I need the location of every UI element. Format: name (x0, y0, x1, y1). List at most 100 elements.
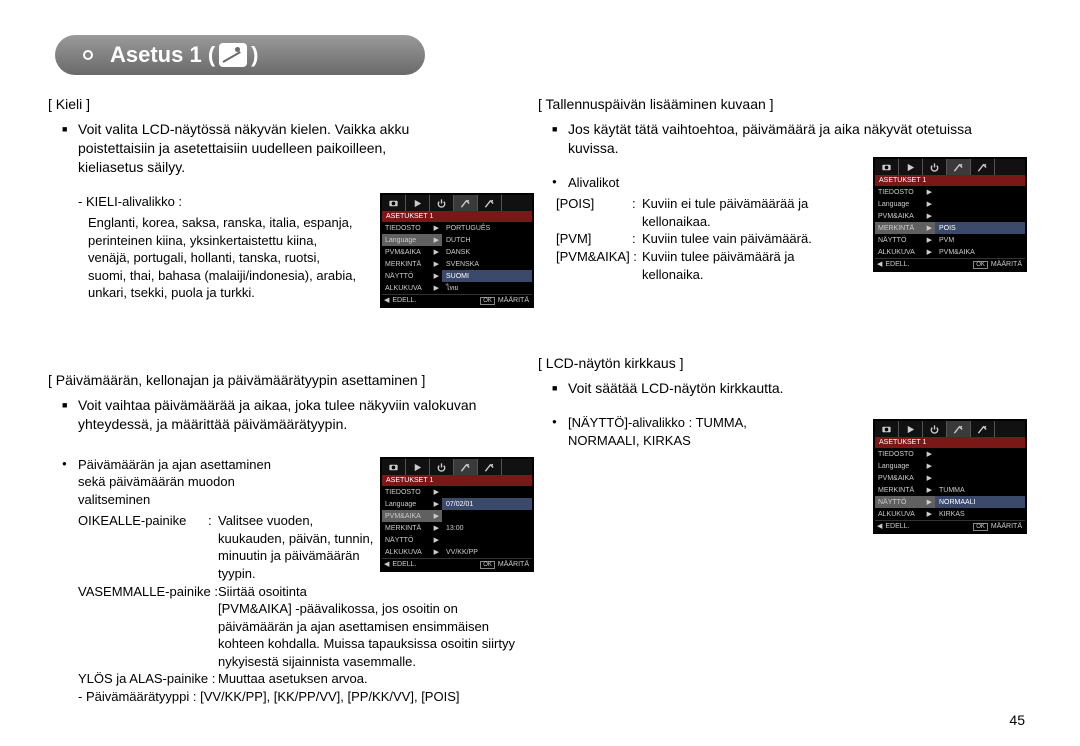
lcd-menu-header: ASETUKSET 1 (875, 437, 1025, 448)
imprint-title: [ Tallennuspäivän lisääminen kuvaan ] (538, 96, 1008, 112)
lcd-left-row: PVM&AIKA▶ (382, 246, 442, 258)
lcd-tab (478, 459, 502, 475)
page-title-prefix: Asetus 1 ( (110, 42, 215, 68)
brightness-title: [ LCD-näytön kirkkaus ] (538, 355, 1008, 371)
date-bullet: Voit vaihtaa päivämäärää ja aikaa, joka … (48, 396, 518, 434)
lcd-tab (454, 459, 478, 475)
lcd-tab (382, 459, 406, 475)
lcd-imprint: ASETUKSET 1TIEDOSTO▶Language▶PVM&AIKA▶ME… (873, 157, 1027, 272)
lcd-right-row: DANSK (442, 246, 532, 258)
lcd-tab (478, 195, 502, 211)
date-types: - Päivämäärätyyppi : [VV/KK/PP], [KK/PP/… (48, 688, 518, 706)
lcd-right-row: SVENSKA (442, 258, 532, 270)
lcd-right-row (442, 486, 532, 498)
lcd-tab (971, 159, 995, 175)
brightness-bullet: Voit säätää LCD-näytön kirkkautta. (538, 379, 1008, 398)
lcd-left-row: MERKINTÄ▶ (382, 522, 442, 534)
lcd-tab (875, 421, 899, 437)
lcd-left-row: PVM&AIKA▶ (875, 472, 935, 484)
right-btn-val: Valitsee vuoden, kuukauden, päivän, tunn… (218, 512, 378, 582)
lcd-left-row: NÄYTTÖ▶ (382, 270, 442, 282)
lcd-right-row (442, 534, 532, 546)
settings-icon (219, 43, 247, 67)
left-btn-key: VASEMMALLE-painike : (78, 583, 218, 601)
right-btn-key: OIKEALLE-painike (78, 512, 208, 582)
lcd-right-row: PVM&AIKA (935, 246, 1025, 258)
lcd-left-row: ALKUKUVA▶ (875, 508, 935, 520)
lcd-left-row: MERKINTÄ▶ (875, 222, 935, 234)
lcd-right-row (935, 472, 1025, 484)
lcd-tab (947, 159, 971, 175)
pvmtime-val: Kuviin tulee päivämäärä ja kellonaika. (642, 248, 842, 283)
lcd-menu-header: ASETUKSET 1 (875, 175, 1025, 186)
lcd-right-row (935, 186, 1025, 198)
lcd-right-row (935, 198, 1025, 210)
left-btn-val-a: Siirtää osoitinta (218, 583, 518, 601)
lcd-tab (923, 421, 947, 437)
lcd-brightness: ASETUKSET 1TIEDOSTO▶Language▶PVM&AIKA▶ME… (873, 419, 1027, 534)
lcd-left-row: ALKUKUVA▶ (382, 546, 442, 558)
lcd-right-row: PORTUGUÊS (442, 222, 532, 234)
lcd-left-row: Language▶ (875, 198, 935, 210)
pvm-key: [PVM] (556, 230, 632, 248)
title-dot (83, 50, 93, 60)
lcd-datetime: ASETUKSET 1TIEDOSTO▶Language▶PVM&AIKA▶ME… (380, 457, 534, 572)
lcd-left-row: MERKINTÄ▶ (875, 484, 935, 496)
lcd-tab (947, 421, 971, 437)
lcd-left-row: Language▶ (382, 498, 442, 510)
lcd-left-row: MERKINTÄ▶ (382, 258, 442, 270)
lcd-tab (406, 195, 430, 211)
lcd-right-row: TUMMA (935, 484, 1025, 496)
lcd-right-row (935, 460, 1025, 472)
updown-btn-val: Muuttaa asetuksen arvoa. (218, 670, 518, 688)
lcd-tab (382, 195, 406, 211)
date-title: [ Päivämäärän, kellonajan ja päivämäärät… (48, 372, 518, 388)
lcd-tab (406, 459, 430, 475)
lcd-left-row: PVM&AIKA▶ (875, 210, 935, 222)
lcd-kieli: ASETUKSET 1TIEDOSTO▶Language▶PVM&AIKA▶ME… (380, 193, 534, 308)
lcd-left-row: NÄYTTÖ▶ (875, 496, 935, 508)
lcd-left-row: TIEDOSTO▶ (382, 486, 442, 498)
page-title-bar: Asetus 1 ( ) (55, 35, 425, 75)
lcd-left-row: ALKUKUVA▶ (382, 282, 442, 294)
lcd-menu-header: ASETUKSET 1 (382, 211, 532, 222)
lcd-right-row: ไทย (442, 282, 532, 294)
lcd-tab (430, 459, 454, 475)
lcd-left-row: NÄYTTÖ▶ (875, 234, 935, 246)
lcd-left-row: TIEDOSTO▶ (875, 448, 935, 460)
lcd-right-row (935, 448, 1025, 460)
lcd-tab (430, 195, 454, 211)
lcd-tab (971, 421, 995, 437)
lcd-right-row: POIS (935, 222, 1025, 234)
lcd-right-row: KIRKAS (935, 508, 1025, 520)
imprint-bullet: Jos käytät tätä vaihtoehtoa, päivämäärä … (538, 120, 998, 158)
lcd-right-row (442, 510, 532, 522)
lcd-footer: ◀EDELL.OKMÄÄRITÄ (875, 520, 1025, 532)
lcd-left-row: TIEDOSTO▶ (382, 222, 442, 234)
lcd-right-row (935, 210, 1025, 222)
lcd-left-row: ALKUKUVA▶ (875, 246, 935, 258)
lcd-footer: ◀EDELL.OKMÄÄRITÄ (382, 294, 532, 306)
pois-val: Kuviin ei tule päivämäärää ja kellonaika… (642, 195, 842, 230)
lcd-right-row: VV/KK/PP (442, 546, 532, 558)
lcd-right-row: PVM (935, 234, 1025, 246)
left-btn-val-b: [PVM&AIKA] -päävalikossa, jos osoitin on… (218, 600, 518, 670)
pois-key: [POIS] (556, 195, 632, 230)
lcd-left-row: TIEDOSTO▶ (875, 186, 935, 198)
pvmtime-key: [PVM&AIKA] : (556, 248, 642, 283)
date-disc: Päivämäärän ja ajan asettaminen sekä päi… (48, 456, 298, 509)
page-title-suffix: ) (251, 42, 258, 68)
lcd-right-row: DUTCH (442, 234, 532, 246)
brightness-disc: [NÄYTTÖ]-alivalikko : TUMMA, NORMAALI, K… (538, 414, 808, 449)
lcd-right-row: SUOMI (442, 270, 532, 282)
lcd-left-row: Language▶ (875, 460, 935, 472)
page-number: 45 (1009, 712, 1025, 728)
left-column: [ Kieli ] Voit valita LCD-näytössä näkyv… (48, 90, 538, 709)
lcd-menu-header: ASETUKSET 1 (382, 475, 532, 486)
lcd-left-row: Language▶ (382, 234, 442, 246)
kieli-bullet: Voit valita LCD-näytössä näkyvän kielen.… (48, 120, 448, 177)
updown-btn-key: YLÖS ja ALAS-painike : (78, 670, 218, 688)
lcd-footer: ◀EDELL.OKMÄÄRITÄ (382, 558, 532, 570)
lcd-tab (899, 421, 923, 437)
lcd-tab (899, 159, 923, 175)
